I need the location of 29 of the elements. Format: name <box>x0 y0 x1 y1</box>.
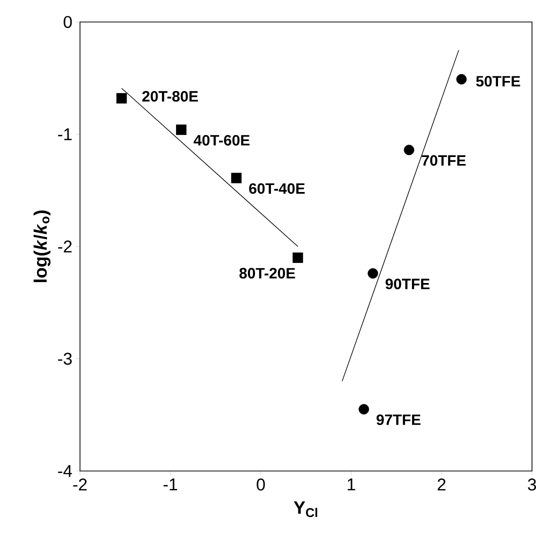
x-tick-label: 0 <box>256 478 265 491</box>
point <box>368 268 378 279</box>
annotation: 97TFE <box>376 414 420 426</box>
annotation: 70TFE <box>422 155 466 166</box>
point <box>116 93 127 104</box>
x-tick-label: -1 <box>164 478 178 490</box>
annotation: 50TFE <box>476 76 520 87</box>
point <box>358 404 370 414</box>
annotation: 60T-40E <box>249 183 305 194</box>
point <box>404 144 414 156</box>
x-tick-label: 1 <box>348 478 356 490</box>
y-tick-label: -2 <box>58 240 72 252</box>
y-tick-label: -3 <box>58 352 72 365</box>
point <box>292 252 304 263</box>
y-tick-label: 0 <box>64 16 72 28</box>
x-tick-label: 2 <box>438 478 446 490</box>
annotation: 40T-60E <box>194 134 250 146</box>
y-tick-label: -1 <box>58 128 72 140</box>
x-tick-label: 3 <box>528 478 536 491</box>
annotation: 20T-80E <box>142 91 198 102</box>
x-axis-title: Y$_{Cl}$ <box>294 501 318 518</box>
point <box>231 172 242 184</box>
annotation: 90TFE <box>386 278 430 290</box>
x-tick-label: -2 <box>73 478 87 490</box>
y-tick-label: -4 <box>58 465 72 477</box>
point <box>456 74 467 84</box>
y-axis-title: log(k/k$_{o}$) <box>34 210 50 282</box>
annotation: 80T-20E <box>239 268 296 279</box>
point <box>176 124 186 135</box>
